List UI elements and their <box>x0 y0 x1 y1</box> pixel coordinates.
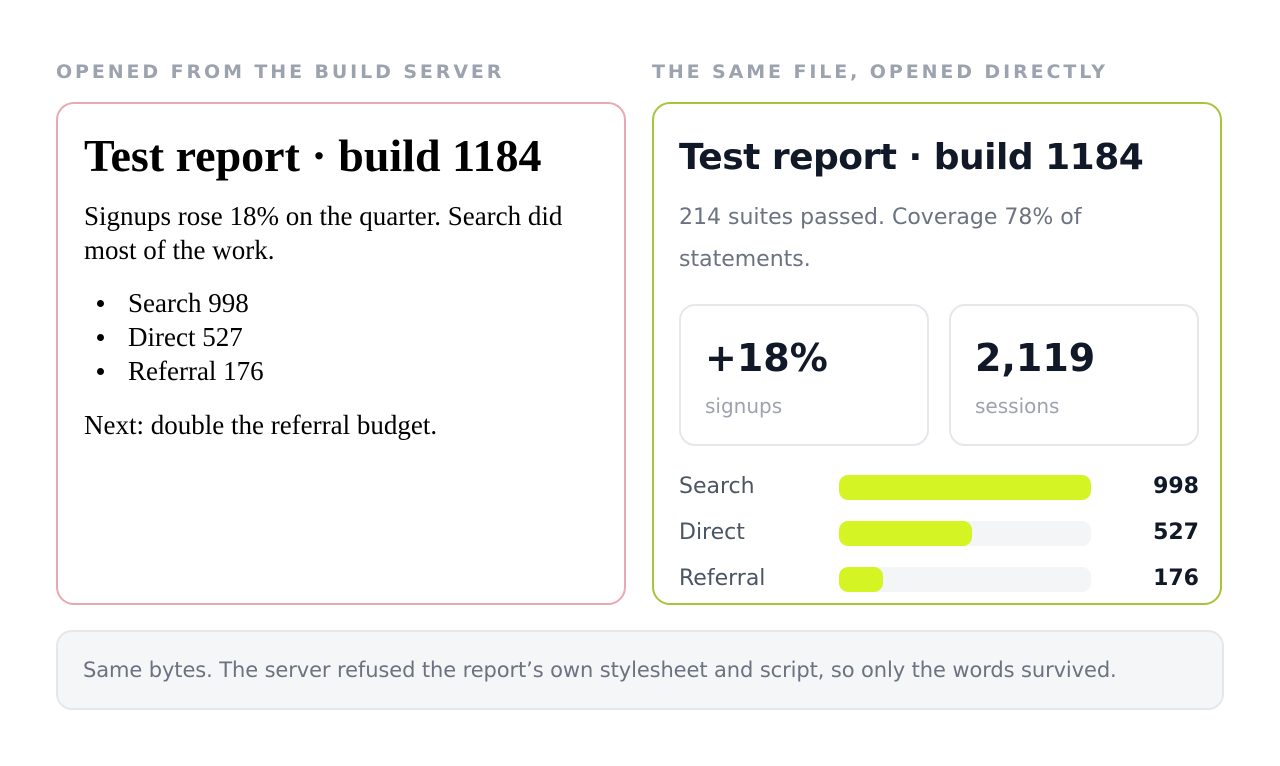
bar-value: 176 <box>1153 566 1199 591</box>
bar-value: 527 <box>1153 520 1199 545</box>
styled-report-panel: Test report · build 1184 214 suites pass… <box>652 102 1222 605</box>
stat-card-signups: +18% signups <box>679 304 929 446</box>
left-column-label: OPENED FROM THE BUILD SERVER <box>56 61 505 83</box>
bar-row-referral: Referral 176 <box>679 564 1199 594</box>
bar-track <box>839 567 1091 592</box>
bar-row-direct: Direct 527 <box>679 518 1199 548</box>
list-item: Direct 527 <box>84 320 264 354</box>
explanation-note: Same bytes. The server refused the repor… <box>56 630 1224 710</box>
bar-track <box>839 521 1091 546</box>
stat-label: sessions <box>975 394 1060 418</box>
bar-row-search: Search 998 <box>679 472 1199 502</box>
raw-report-list: Search 998 Direct 527 Referral 176 <box>84 286 264 388</box>
stat-value: +18% <box>705 336 828 380</box>
stat-value: 2,119 <box>975 336 1096 380</box>
raw-report-panel: Test report · build 1184 Signups rose 18… <box>56 102 626 605</box>
bar-value: 998 <box>1153 474 1199 499</box>
styled-report-title: Test report · build 1184 <box>679 137 1144 178</box>
bar-label: Direct <box>679 520 745 545</box>
stat-card-sessions: 2,119 sessions <box>949 304 1199 446</box>
bar-fill <box>839 567 884 592</box>
stat-label: signups <box>705 394 783 418</box>
raw-report-lede: Signups rose 18% on the quarter. Search … <box>84 201 563 265</box>
note-text: Same bytes. The server refused the repor… <box>83 658 1117 682</box>
bar-fill <box>839 521 973 546</box>
list-item: Referral 176 <box>84 354 264 388</box>
raw-report-title: Test report · build 1184 <box>84 130 542 181</box>
bar-label: Search <box>679 474 755 499</box>
bar-fill <box>839 475 1091 500</box>
styled-report-lede: 214 suites passed. Coverage 78% of state… <box>679 205 1082 272</box>
raw-report-next: Next: double the referral budget. <box>84 410 438 440</box>
bar-label: Referral <box>679 566 766 591</box>
list-item: Search 998 <box>84 286 264 320</box>
bar-track <box>839 475 1091 500</box>
right-column-label: THE SAME FILE, OPENED DIRECTLY <box>652 61 1108 83</box>
